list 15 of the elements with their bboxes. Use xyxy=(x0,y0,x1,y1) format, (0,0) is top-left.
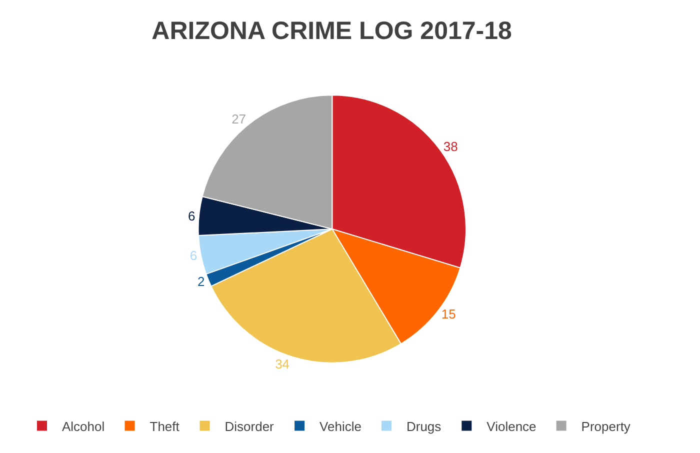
legend-label: Property xyxy=(581,418,631,434)
chart-title: ARIZONA CRIME LOG 2017-18 xyxy=(152,16,512,45)
legend-label: Theft xyxy=(150,418,180,434)
legend-label: Drugs xyxy=(406,418,442,434)
legend-label: Disorder xyxy=(224,418,275,434)
data-label: 38 xyxy=(443,139,458,154)
data-label: 27 xyxy=(232,111,246,126)
data-label: 2 xyxy=(197,274,205,289)
data-label: 6 xyxy=(190,248,198,263)
data-label: 15 xyxy=(441,306,456,322)
data-label: 6 xyxy=(188,208,196,224)
data-label: 34 xyxy=(275,356,290,372)
legend-label: Vehicle xyxy=(320,418,362,434)
legend-label: Violence xyxy=(486,418,536,434)
legend-label: Alcohol xyxy=(62,418,105,434)
